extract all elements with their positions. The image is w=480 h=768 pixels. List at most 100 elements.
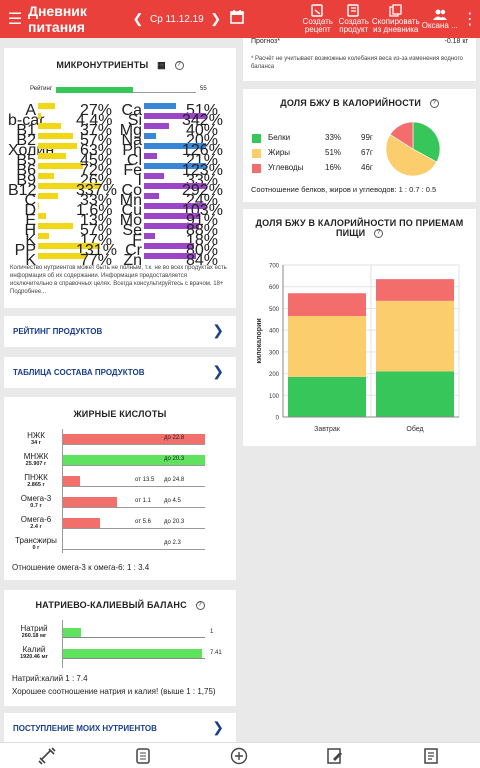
micronutrient-row: b-car 4.4% (8, 112, 112, 129)
products-rating-link[interactable]: РЕЙТИНГ ПРОДУКТОВ ❯ (4, 316, 236, 347)
add-icon[interactable] (230, 747, 248, 765)
fatty-acid-name: Трансжиры (15, 536, 57, 545)
y-tick-label: 100 (269, 394, 280, 400)
y-tick-label: 200 (269, 372, 280, 378)
fatty-acid-max: до 20.3 (164, 519, 185, 525)
y-tick-label: 600 (269, 285, 280, 291)
micronutrient-row: F 18% (114, 232, 218, 249)
micronutrient-name: Co (121, 182, 142, 199)
micronutrient-bar (144, 183, 206, 189)
micronutrient-row: Холин 63% (8, 142, 112, 159)
my-nutrients-link[interactable]: ПОСТУПЛЕНИЕ МОИХ НУТРИЕНТОВ ❯ (4, 713, 236, 744)
fatty-acid-amount: 2.4 г (30, 524, 42, 530)
micronutrient-row: Se 88% (114, 222, 218, 239)
prev-day-icon[interactable]: ❮ (132, 11, 144, 26)
micronutrient-bar (144, 253, 197, 259)
page-title: Дневник питания (28, 3, 87, 35)
micronutrient-row: PP 131% (8, 242, 117, 259)
micronutrient-row: B1 37% (8, 122, 112, 139)
legend-grams: 99г (361, 133, 373, 142)
bar-segment (288, 316, 366, 377)
create-recipe-button[interactable]: Создать рецепт (300, 4, 336, 34)
fatty-acid-row: ПНЖК 2.865 г от 13.5 до 24.8 (12, 473, 227, 493)
micronutrient-percent: 123% (182, 162, 223, 179)
micronutrients-note[interactable]: Количество нутриентов может быть не полн… (10, 265, 227, 295)
bottom-nav (0, 742, 480, 768)
micronutrient-percent: 13% (79, 212, 112, 229)
sodium-potassium-comment: Хорошее соотношение натрия и калия! (выш… (12, 687, 216, 696)
help-icon[interactable]: ? (195, 601, 205, 611)
fatty-acid-row: Трансжиры 0 г до 2.3 (12, 536, 227, 556)
fatty-acid-max: до 20.3 (164, 456, 185, 462)
fatty-acid-row: Омега-6 2.4 г от 5.6 до 20.3 (12, 515, 227, 535)
create-recipe-label2: рецепт (304, 25, 331, 34)
user-name: Оксана ... (421, 21, 458, 30)
micronutrient-row: D 1.6% (8, 202, 112, 219)
forecast-value: -0.18 кг (444, 38, 468, 45)
sodium-potassium-card: НАТРИЕВО-КАЛИЕВЫЙ БАЛАНС ? Натрий 260.18 … (4, 590, 236, 706)
micronutrient-percent: 40% (185, 122, 218, 139)
micronutrients-card: МИКРОНУТРИЕНТЫ ▦ ? Рейтинг 55 A 27% b-car 4… (4, 48, 236, 308)
micronutrient-bar (38, 203, 39, 209)
y-tick-label: 700 (269, 264, 280, 270)
micronutrient-name: Ph (122, 142, 142, 159)
fatty-acid-bar (63, 455, 205, 465)
pie-slice (385, 134, 438, 177)
micronutrient-bar (38, 213, 47, 219)
dumbbell-icon[interactable] (38, 747, 56, 765)
micronutrient-percent: 18% (185, 232, 218, 249)
create-product-button[interactable]: Создать продукт (336, 4, 372, 34)
micronutrient-percent: 126% (182, 142, 223, 159)
food-icon[interactable] (134, 747, 152, 765)
micronutrient-bar (38, 163, 83, 169)
bju-card: ДОЛЯ БЖУ В КАЛОРИЙНОСТИ ? Белки 33% 99г Жир… (243, 89, 476, 202)
fatty-acid-max: до 24.8 (164, 477, 185, 483)
sodium-axis (62, 620, 63, 668)
fatty-acids-card: ЖИРНЫЕ КИСЛОТЫ НЖК 34 г до 22.8 МНЖК 25.907 … (4, 397, 236, 580)
next-day-icon[interactable]: ❯ (210, 11, 222, 26)
fatty-acid-row: Омега-3 0.7 г от 1.1 до 4.5 (12, 494, 227, 514)
date-label[interactable]: Ср 11.12.19 (150, 13, 204, 25)
micronutrients-left-column: A 27% b-car 4.4% B1 37% B2 57% Холин 63% B5 45% B6 72… (8, 102, 117, 269)
help-icon[interactable]: ? (374, 229, 384, 239)
copy-diary-button[interactable]: Скопировать из дневника (372, 4, 420, 34)
element-bar (63, 649, 203, 659)
micronutrient-bar (144, 133, 157, 139)
micronutrient-bar (144, 143, 206, 149)
y-tick-label: 300 (269, 350, 280, 356)
micronutrient-bar (144, 233, 156, 239)
calendar-icon[interactable] (229, 9, 254, 29)
micronutrient-name: K (25, 232, 36, 249)
help-icon[interactable]: ? (429, 99, 439, 109)
bju-title: ДОЛЯ БЖУ В КАЛОРИЙНОСТИ (280, 98, 422, 108)
omega-ratio: Отношение омега-3 к омега-6: 1 : 3.4 (12, 563, 150, 572)
report-icon[interactable] (422, 747, 440, 765)
user-profile-button[interactable]: Оксана ... (420, 8, 460, 30)
help-icon[interactable]: ? (174, 61, 184, 71)
more-vert-icon[interactable]: ⋮ (461, 11, 478, 28)
create-recipe-label1: Создать (302, 17, 333, 26)
micronutrient-percent: 131% (76, 242, 117, 259)
micronutrient-name: Ca (121, 102, 142, 119)
micronutrient-name: B6 (16, 162, 36, 179)
menu-icon[interactable]: ☰ (7, 11, 23, 28)
micronutrient-bar (38, 183, 100, 189)
micronutrient-bar (38, 143, 78, 149)
table-icon[interactable]: ▦ (157, 60, 166, 70)
fatty-acid-name: Омега-6 (20, 515, 52, 524)
composition-table-link[interactable]: ТАБЛИЦА СОСТАВА ПРОДУКТОВ ❯ (4, 357, 236, 388)
micronutrient-name: F (132, 232, 142, 249)
micronutrient-name: E (25, 212, 36, 229)
micronutrient-percent: 45% (79, 152, 112, 169)
fatty-acid-max: до 4.5 (164, 498, 181, 504)
bar-segment (376, 300, 454, 372)
chevron-right-icon: ❯ (212, 719, 224, 735)
micronutrient-row: E 13% (8, 212, 112, 229)
micronutrient-name: Si (127, 112, 142, 129)
diary-edit-icon[interactable] (326, 747, 344, 765)
fatty-acid-track (63, 486, 205, 487)
micronutrient-percent: 1.6% (76, 202, 113, 219)
micronutrient-name: Se (122, 222, 142, 239)
micronutrient-name: b-car (8, 112, 45, 129)
micronutrient-row: Ca 51% (114, 102, 218, 119)
